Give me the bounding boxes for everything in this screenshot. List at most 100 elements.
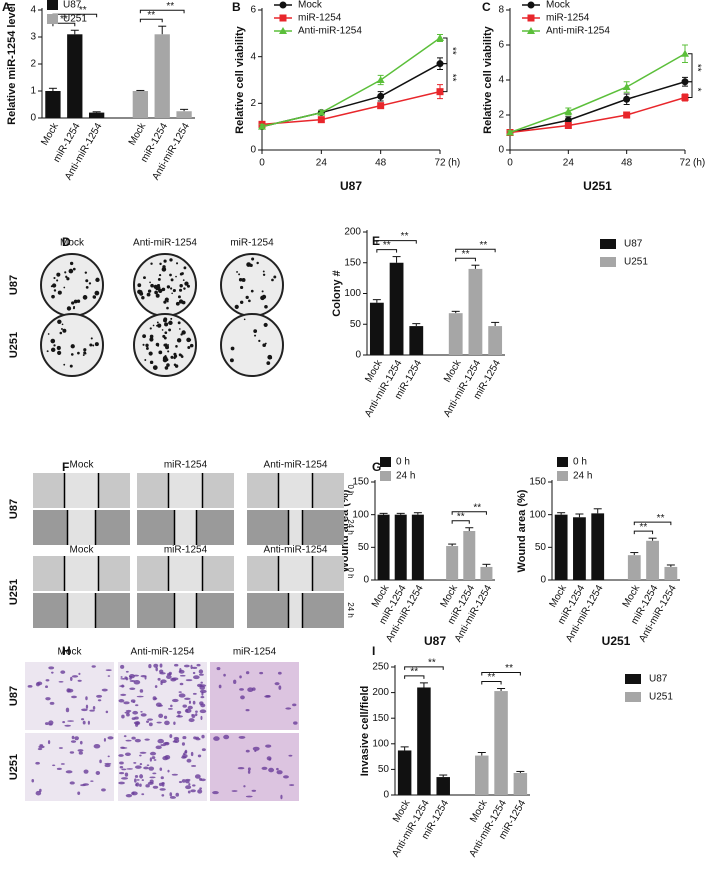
- cell: [179, 674, 186, 677]
- cell: [161, 781, 165, 785]
- marker: [279, 1, 287, 9]
- legend-label: Mock: [298, 0, 323, 11]
- bar: [45, 91, 61, 118]
- colony: [150, 283, 154, 288]
- wound-gap: [174, 593, 197, 628]
- cell: [149, 776, 156, 779]
- colony: [145, 343, 149, 348]
- cell: [60, 763, 65, 765]
- cell: [45, 697, 51, 701]
- significance-bracket: [688, 81, 693, 98]
- cell: [141, 793, 145, 796]
- cell: [154, 685, 158, 689]
- panel-label: A: [2, 0, 11, 14]
- colony: [189, 343, 194, 348]
- cell: [191, 764, 197, 767]
- significance-bracket: [404, 675, 425, 679]
- cell: [44, 722, 49, 725]
- cell: [276, 767, 279, 771]
- cell: [188, 700, 192, 704]
- cell: [159, 788, 166, 791]
- cell: [243, 785, 246, 788]
- significance-bracket: [404, 666, 444, 670]
- column-label: Mock: [58, 647, 83, 658]
- cell: [118, 699, 125, 703]
- wound-gap: [278, 556, 313, 591]
- cell: [35, 761, 40, 765]
- cell: [118, 754, 124, 757]
- colony: [263, 322, 268, 328]
- x-tick-label: 48: [375, 158, 387, 169]
- bar: [88, 112, 105, 118]
- cell: [247, 767, 251, 771]
- series-line: [509, 53, 686, 134]
- cell: [200, 778, 206, 782]
- cell: [144, 738, 150, 741]
- cell: [64, 724, 71, 727]
- x-unit: (h): [448, 158, 460, 169]
- colony: [260, 295, 265, 301]
- cell: [252, 746, 260, 751]
- wound-gap: [67, 593, 96, 628]
- colony: [82, 295, 88, 300]
- cell: [159, 767, 163, 771]
- cell: [177, 714, 181, 717]
- colony: [72, 307, 75, 310]
- bar: [488, 326, 503, 355]
- column-label: Mock: [60, 238, 85, 249]
- colony: [164, 297, 169, 302]
- wound-gap: [64, 473, 99, 508]
- cell: [179, 682, 184, 686]
- significance-label: *: [691, 88, 702, 92]
- invasion-image: [25, 733, 114, 801]
- colony: [177, 321, 181, 325]
- colony: [179, 328, 181, 330]
- colony: [185, 282, 188, 285]
- y-tick-label: 0: [498, 145, 504, 156]
- marker: [436, 34, 444, 41]
- panel-label: F: [62, 460, 69, 474]
- significance-label: **: [79, 5, 87, 16]
- bar: [436, 777, 450, 795]
- cell: [194, 774, 201, 779]
- legend-label: 24 h: [573, 471, 592, 482]
- cell: [126, 768, 134, 770]
- colony: [229, 358, 234, 363]
- colony: [183, 266, 187, 270]
- colony: [179, 283, 183, 288]
- panel-label: B: [232, 0, 241, 14]
- colony: [88, 282, 92, 285]
- cell: [139, 774, 144, 779]
- cell: [178, 691, 182, 693]
- cell: [199, 684, 207, 687]
- bar: [664, 566, 678, 580]
- column-label: miR-1254: [164, 545, 208, 556]
- cell: [251, 789, 257, 792]
- bar: [475, 755, 489, 795]
- y-tick-label: 250: [372, 662, 389, 673]
- bar: [513, 772, 528, 795]
- colony: [85, 279, 89, 283]
- cell: [188, 718, 195, 723]
- cell: [239, 688, 244, 691]
- cell: [278, 685, 282, 690]
- cell: [155, 666, 158, 672]
- colony: [157, 344, 160, 347]
- colony: [72, 267, 76, 271]
- colony: [181, 330, 186, 335]
- panel-label: C: [482, 0, 491, 14]
- marker: [258, 122, 266, 130]
- cell: [156, 721, 162, 724]
- panel-label: E: [372, 234, 380, 248]
- cell: [152, 696, 157, 701]
- colony: [64, 271, 67, 274]
- cell: [135, 782, 140, 787]
- y-tick-label: 100: [344, 288, 361, 299]
- colony: [57, 319, 62, 324]
- cell: [161, 794, 165, 797]
- colony: [70, 344, 75, 349]
- colony: [164, 366, 169, 370]
- row-label: U251: [8, 754, 20, 780]
- wound-gap: [288, 510, 303, 545]
